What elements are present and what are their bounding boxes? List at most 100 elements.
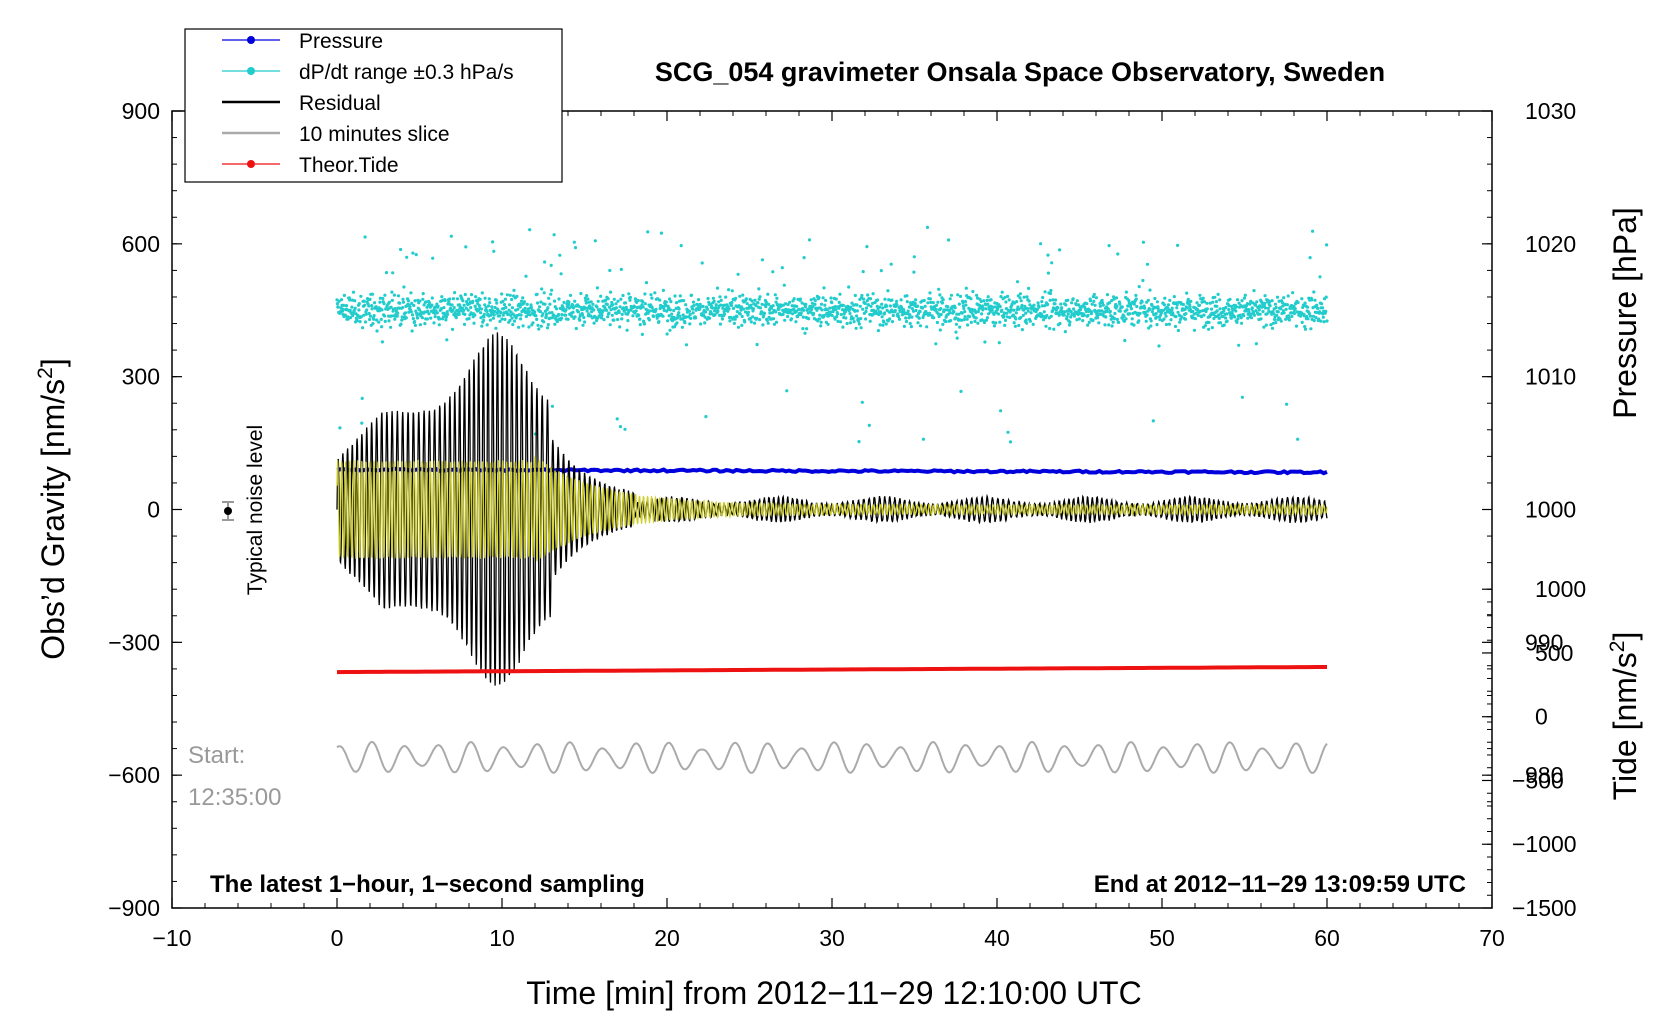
dpdt-point xyxy=(964,286,968,290)
dpdt-point xyxy=(512,288,516,292)
dpdt-point xyxy=(503,297,507,301)
dpdt-point xyxy=(1087,320,1091,324)
dpdt-point xyxy=(409,310,413,314)
y-tide-axis-label-end: ] xyxy=(1607,632,1643,641)
dpdt-point xyxy=(410,301,414,305)
dpdt-point xyxy=(512,319,517,323)
dpdt-point xyxy=(418,299,422,303)
dpdt-point xyxy=(500,292,504,296)
dpdt-point xyxy=(841,303,845,307)
dpdt-point xyxy=(959,389,963,393)
dpdt-point xyxy=(1274,321,1278,325)
dpdt-point xyxy=(886,289,890,293)
dpdt-point xyxy=(720,317,725,321)
dpdt-point xyxy=(500,317,504,321)
dpdt-point xyxy=(1271,321,1275,325)
dpdt-point xyxy=(378,296,382,300)
dpdt-point xyxy=(907,305,912,309)
dpdt-point xyxy=(1275,313,1279,317)
dpdt-point xyxy=(661,314,665,318)
dpdt-point xyxy=(566,317,570,321)
dpdt-point xyxy=(728,319,732,323)
dpdt-point xyxy=(851,316,855,320)
dpdt-point xyxy=(657,320,661,324)
dpdt-point xyxy=(956,293,960,297)
dpdt-point xyxy=(571,310,575,314)
dpdt-point xyxy=(745,302,749,306)
dpdt-point xyxy=(350,298,354,302)
dpdt-point xyxy=(940,301,945,305)
dpdt-point xyxy=(455,297,460,301)
dpdt-point xyxy=(647,318,652,322)
dpdt-point xyxy=(961,304,966,308)
dpdt-point xyxy=(619,297,623,301)
dpdt-point xyxy=(810,307,814,311)
dpdt-point xyxy=(462,308,466,312)
dpdt-point xyxy=(888,317,892,321)
dpdt-point xyxy=(755,342,759,347)
dpdt-point xyxy=(1273,302,1277,306)
dpdt-point xyxy=(390,290,394,294)
dpdt-point xyxy=(706,307,710,311)
dpdt-point xyxy=(554,307,559,311)
dpdt-point xyxy=(890,298,894,302)
dpdt-point xyxy=(1124,290,1128,294)
dpdt-point xyxy=(684,303,688,307)
dpdt-point xyxy=(782,283,786,287)
dpdt-point xyxy=(1052,327,1056,331)
dpdt-point xyxy=(595,318,599,323)
dpdt-point xyxy=(1085,302,1089,306)
dpdt-point xyxy=(957,312,961,316)
y-tide-axis-label-main: Tide [nm/s xyxy=(1607,652,1643,800)
dpdt-point xyxy=(377,320,381,324)
dpdt-point xyxy=(448,306,453,310)
dpdt-point xyxy=(803,305,808,309)
y-tide-tick-label: −1500 xyxy=(1512,895,1577,921)
dpdt-point xyxy=(764,305,768,309)
dpdt-point xyxy=(389,325,393,329)
dpdt-point xyxy=(1249,316,1254,320)
legend-dpdt-label: dP/dt range ±0.3 hPa/s xyxy=(299,61,514,84)
dpdt-point xyxy=(1286,294,1290,298)
dpdt-point xyxy=(680,325,685,329)
dpdt-point xyxy=(897,315,901,319)
dpdt-point xyxy=(1000,308,1004,312)
dpdt-point xyxy=(895,299,899,303)
dpdt-point xyxy=(1056,306,1060,310)
dpdt-point xyxy=(614,302,618,306)
dpdt-point xyxy=(939,307,943,311)
pressure-line xyxy=(336,466,1328,476)
dpdt-point xyxy=(736,325,741,329)
dpdt-point xyxy=(928,311,932,315)
dpdt-point xyxy=(503,317,507,321)
dpdt-point xyxy=(912,270,916,274)
dpdt-point xyxy=(718,295,722,299)
dpdt-point xyxy=(949,293,954,297)
dpdt-point xyxy=(992,324,997,328)
dpdt-point xyxy=(1167,322,1171,326)
dpdt-point xyxy=(1137,285,1141,289)
dpdt-point xyxy=(855,314,859,318)
dpdt-point xyxy=(337,299,341,303)
dpdt-point xyxy=(1017,307,1021,311)
dpdt-point xyxy=(784,302,788,306)
dpdt-point xyxy=(1296,300,1300,305)
dpdt-point xyxy=(883,311,887,315)
dpdt-point xyxy=(698,307,702,311)
dpdt-point xyxy=(602,318,606,322)
dpdt-point xyxy=(770,311,775,315)
dpdt-point xyxy=(968,315,972,319)
dpdt-point xyxy=(1240,395,1244,399)
dpdt-point xyxy=(1191,309,1195,313)
dpdt-point xyxy=(351,290,356,294)
dpdt-point xyxy=(510,316,514,320)
dpdt-point xyxy=(1143,310,1147,314)
dpdt-point xyxy=(668,308,673,312)
dpdt-point xyxy=(370,307,374,311)
dpdt-point xyxy=(1059,302,1063,306)
dpdt-point xyxy=(971,289,975,294)
dpdt-point xyxy=(471,299,475,303)
dpdt-point xyxy=(1225,312,1229,316)
dpdt-point xyxy=(401,300,405,304)
dpdt-point xyxy=(921,306,925,310)
